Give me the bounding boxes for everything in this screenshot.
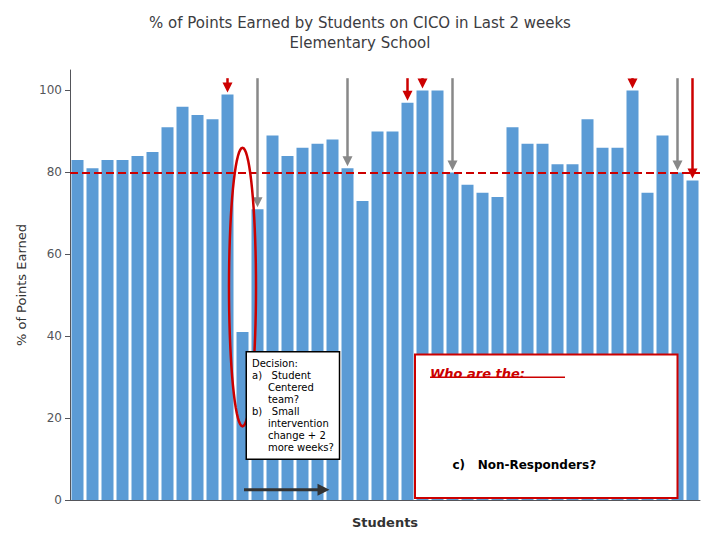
svg-text:100: 100 [39, 83, 62, 97]
svg-text:team?: team? [252, 394, 299, 405]
svg-text:% of Points Earned: % of Points Earned [14, 224, 29, 346]
svg-text:Who are the:: Who are the: [430, 366, 525, 381]
svg-text:40: 40 [47, 329, 62, 343]
svg-text:20: 20 [47, 411, 62, 425]
svg-text:intervention: intervention [252, 418, 329, 429]
svg-text:% of Points Earned by Students: % of Points Earned by Students on CICO i… [149, 14, 571, 32]
svg-text:a) Student: a) Student [252, 370, 311, 381]
svg-text:Elementary School: Elementary School [290, 34, 431, 52]
svg-text:b) Small: b) Small [252, 406, 300, 417]
svg-text:c) Non-Responders?: c) Non-Responders? [453, 458, 597, 472]
svg-text:more weeks?: more weeks? [252, 442, 334, 453]
svg-text:80: 80 [47, 165, 62, 179]
svg-text:0: 0 [54, 493, 62, 507]
svg-text:Students: Students [352, 515, 418, 530]
svg-text:Centered: Centered [252, 382, 314, 393]
svg-text:60: 60 [47, 247, 62, 261]
svg-text:Decision:: Decision: [252, 358, 298, 369]
svg-text:change + 2: change + 2 [252, 430, 326, 441]
